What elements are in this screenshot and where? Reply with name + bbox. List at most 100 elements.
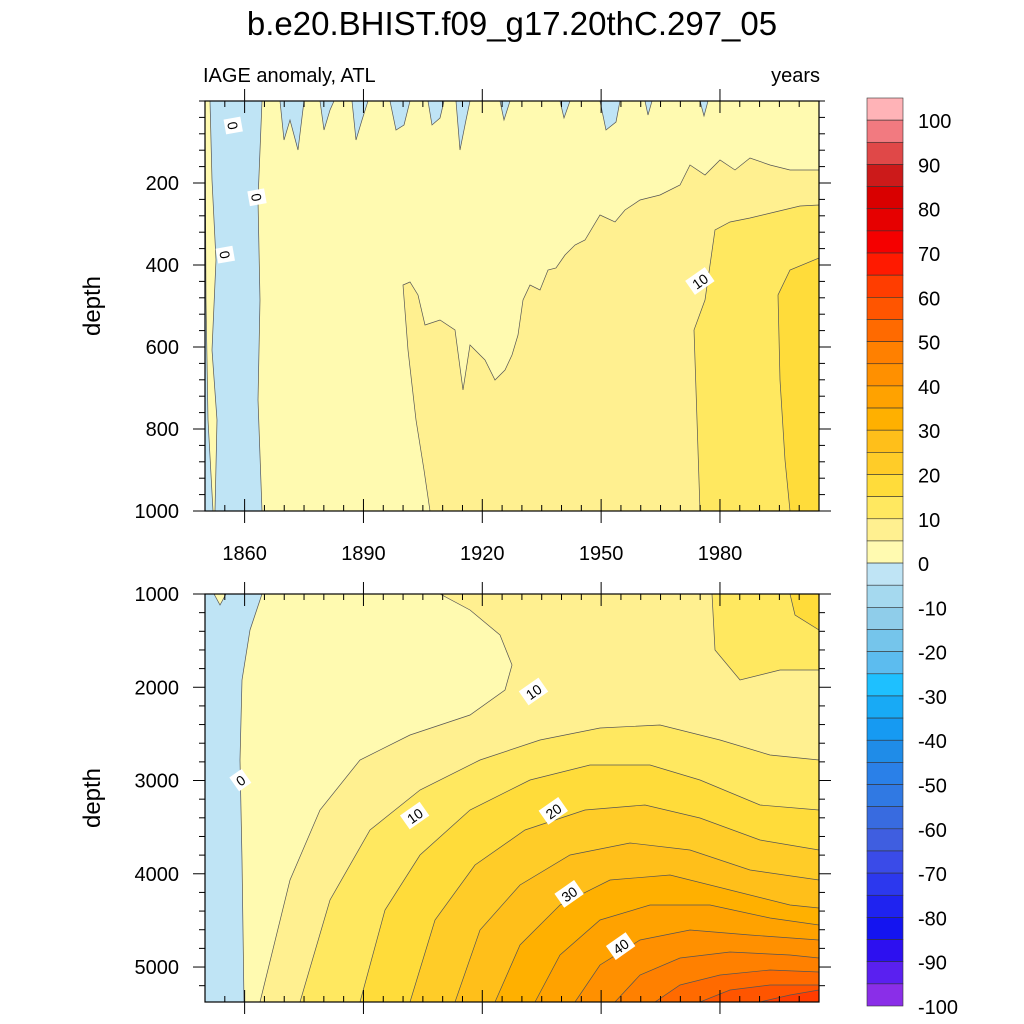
- colorbar-label: 100: [918, 111, 951, 133]
- colorbar-box: [866, 584, 904, 608]
- y-tick-label: 5000: [135, 957, 180, 979]
- colorbar-box: [866, 429, 904, 453]
- colorbar-box: [866, 119, 904, 143]
- x-tick-label: 1950: [579, 543, 624, 565]
- colorbar-box: [866, 673, 904, 697]
- colorbar-box: [866, 850, 904, 874]
- colorbar-box: [866, 297, 904, 320]
- colorbar-label: -30: [918, 687, 947, 709]
- bottom-panel-ylabel: depth: [79, 768, 106, 828]
- colorbar-box: [866, 739, 904, 763]
- colorbar-box: [866, 407, 904, 431]
- colorbar-box: [866, 762, 904, 785]
- colorbar-label: 50: [918, 333, 940, 355]
- x-tick-label: 1890: [341, 543, 386, 565]
- y-tick-label: 200: [146, 173, 179, 195]
- colorbar-label: 90: [918, 155, 940, 177]
- colorbar-box: [866, 208, 904, 232]
- colorbar-box: [866, 983, 904, 1007]
- colorbar-box: [866, 806, 904, 830]
- colorbar-label: 20: [918, 465, 940, 487]
- colorbar-box: [866, 186, 904, 210]
- y-tick-label: 400: [146, 255, 179, 277]
- contour-label: 0: [223, 116, 243, 135]
- colorbar-box: [866, 939, 904, 963]
- contour-label: 0: [215, 245, 235, 264]
- top-panel-fill: [205, 101, 819, 511]
- svg-text:0: 0: [224, 120, 241, 131]
- colorbar-box: [866, 474, 904, 497]
- colorbar-box: [866, 872, 904, 896]
- colorbar-box: [866, 164, 904, 187]
- colorbar-label: -70: [918, 864, 947, 886]
- colorbar-label: -80: [918, 908, 947, 930]
- colorbar-box: [866, 319, 904, 342]
- colorbar-box: [866, 894, 904, 918]
- contour-label: 20: [538, 797, 569, 825]
- top-panel-ylabel: depth: [79, 276, 106, 336]
- colorbar-box: [866, 452, 904, 475]
- colorbar-label: -50: [918, 776, 947, 798]
- contour-label: 0: [229, 768, 252, 792]
- colorbar-label: 70: [918, 244, 940, 266]
- contour-label: 10: [685, 267, 715, 295]
- colorbar-box: [866, 784, 904, 807]
- colorbar-box: [866, 341, 904, 365]
- contour-label: 10: [399, 801, 430, 830]
- colorbar-box: [866, 540, 904, 564]
- contour-label: 10: [518, 677, 549, 706]
- colorbar-box: [866, 717, 904, 741]
- colorbar-label: 0: [918, 554, 929, 576]
- contour-label: 30: [554, 880, 584, 908]
- colorbar-box: [866, 828, 904, 852]
- bottom-panel-fill: [205, 594, 819, 1002]
- svg-text:0: 0: [248, 192, 265, 203]
- colorbar-label: -40: [918, 731, 947, 753]
- x-tick-label: 1980: [698, 543, 743, 565]
- colorbar-box: [866, 607, 904, 630]
- bottom-panel: 1000 2000 3000 4000 5000 0 10 10 20 30 40 depth: [79, 582, 831, 1014]
- colorbar-box: [866, 141, 904, 165]
- contour-label: 0: [247, 188, 267, 207]
- colorbar-label: -20: [918, 643, 947, 665]
- colorbar-box: [866, 252, 904, 276]
- colorbar-box: [866, 917, 904, 940]
- y-tick-label: 1000: [135, 501, 180, 523]
- colorbar-box: [866, 230, 904, 254]
- colorbar-box: [866, 518, 904, 542]
- colorbar-box: [866, 695, 904, 719]
- top-panel: 200 400 600 800 1000 1860 1890 1920 1950 1980 0 0…: [79, 89, 831, 565]
- chart-title: b.e20.BHIST.f09_g17.20thC.297_05: [247, 5, 777, 42]
- y-tick-label: 600: [146, 337, 179, 359]
- top-panel-ticks: [193, 89, 831, 523]
- colorbar-label: 30: [918, 421, 940, 443]
- colorbar-label: -60: [918, 820, 947, 842]
- x-tick-label: 1860: [222, 543, 267, 565]
- colorbar-box: [866, 496, 904, 520]
- bottom-panel-ticks: [193, 582, 831, 1014]
- colorbar-label: 10: [918, 510, 940, 532]
- colorbar-label: 80: [918, 200, 940, 222]
- y-tick-label: 4000: [135, 864, 180, 886]
- colorbar-label: 60: [918, 288, 940, 310]
- colorbar-box: [866, 385, 904, 409]
- colorbar: 1009080706050403020100-10-20-30-40-50-60…: [866, 97, 958, 1019]
- colorbar-label: -90: [918, 953, 947, 975]
- colorbar-box: [866, 363, 904, 387]
- y-tick-label: 1000: [135, 584, 180, 606]
- colorbar-box: [866, 629, 904, 652]
- chart-subtitle-left: IAGE anomaly, ATL: [203, 65, 376, 87]
- colorbar-box: [866, 97, 904, 121]
- x-tick-label: 1920: [460, 543, 505, 565]
- colorbar-box: [866, 961, 904, 985]
- colorbar-label: -100: [918, 997, 958, 1019]
- y-tick-label: 3000: [135, 771, 180, 793]
- y-tick-label: 2000: [135, 677, 180, 699]
- chart-units: years: [771, 65, 820, 87]
- y-tick-label: 800: [146, 419, 179, 441]
- colorbar-box: [866, 274, 904, 298]
- contour-label: 40: [605, 932, 636, 960]
- colorbar-box: [866, 651, 904, 675]
- colorbar-label: 40: [918, 377, 940, 399]
